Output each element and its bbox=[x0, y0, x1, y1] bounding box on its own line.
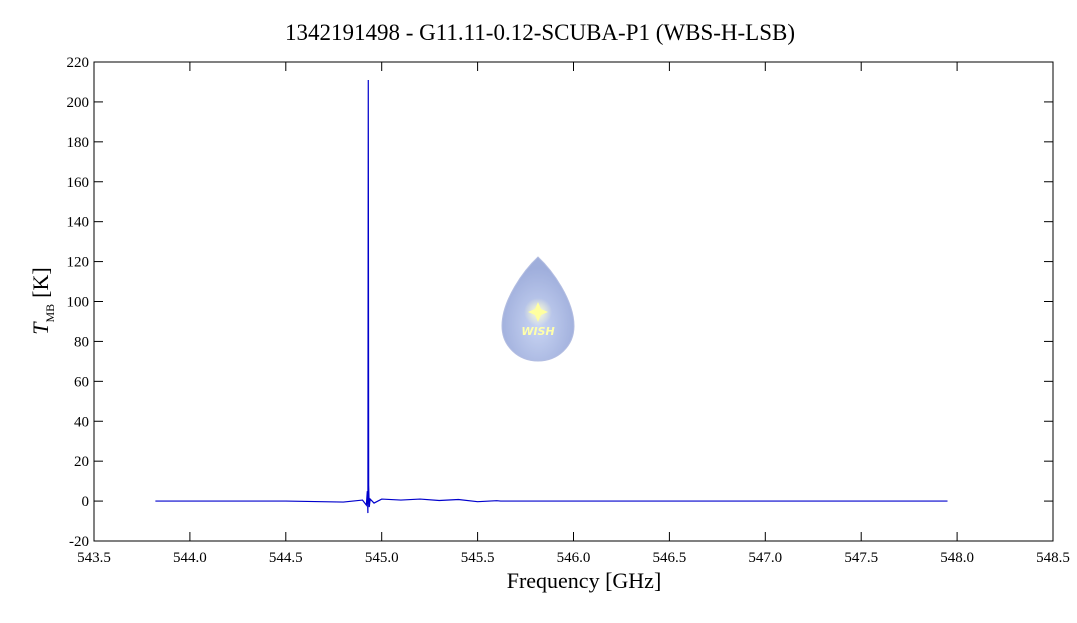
y-tick-label: 20 bbox=[74, 454, 89, 470]
y-tick-label: 0 bbox=[82, 494, 90, 510]
watermark-logo: WISH bbox=[501, 256, 575, 362]
x-tick-label: 546.5 bbox=[653, 550, 687, 566]
plot-frame bbox=[93, 61, 1054, 542]
y-tick-label: 40 bbox=[74, 414, 89, 430]
x-tick-label: 544.0 bbox=[173, 550, 207, 566]
x-tick-label: 547.5 bbox=[844, 550, 878, 566]
x-tick-label: 544.5 bbox=[269, 550, 303, 566]
y-axis-label: TMB [K] bbox=[28, 267, 57, 334]
y-tick-label: 100 bbox=[67, 295, 90, 311]
x-axis-label: Frequency [GHz] bbox=[507, 568, 662, 593]
x-tick-label: 548.0 bbox=[940, 550, 974, 566]
y-tick-label: 180 bbox=[67, 135, 90, 151]
chart-title: 1342191498 - G11.11-0.12-SCUBA-P1 (WBS-H… bbox=[285, 20, 795, 45]
y-tick-label: -20 bbox=[69, 534, 89, 550]
y-tick-label: 160 bbox=[67, 175, 90, 191]
y-tick-label: 80 bbox=[74, 334, 89, 350]
x-tick-label: 546.0 bbox=[557, 550, 591, 566]
y-tick-label: 60 bbox=[74, 374, 89, 390]
y-label-unit: [K] bbox=[28, 267, 53, 298]
x-tick-label: 543.5 bbox=[77, 550, 111, 566]
x-tick-label: 545.0 bbox=[365, 550, 399, 566]
x-tick-label: 545.5 bbox=[461, 550, 495, 566]
y-tick-label: 200 bbox=[67, 95, 90, 111]
y-tick-label: 140 bbox=[67, 215, 90, 231]
watermark-text: WISH bbox=[521, 325, 554, 338]
y-label-symbol: T bbox=[28, 321, 53, 335]
spectrum-line bbox=[155, 79, 948, 514]
x-tick-label: 547.0 bbox=[748, 550, 782, 566]
x-tick-label: 548.5 bbox=[1036, 550, 1070, 566]
y-tick-label: 220 bbox=[67, 55, 90, 71]
y-label-subscript: MB bbox=[43, 304, 57, 323]
y-tick-label: 120 bbox=[67, 255, 90, 271]
